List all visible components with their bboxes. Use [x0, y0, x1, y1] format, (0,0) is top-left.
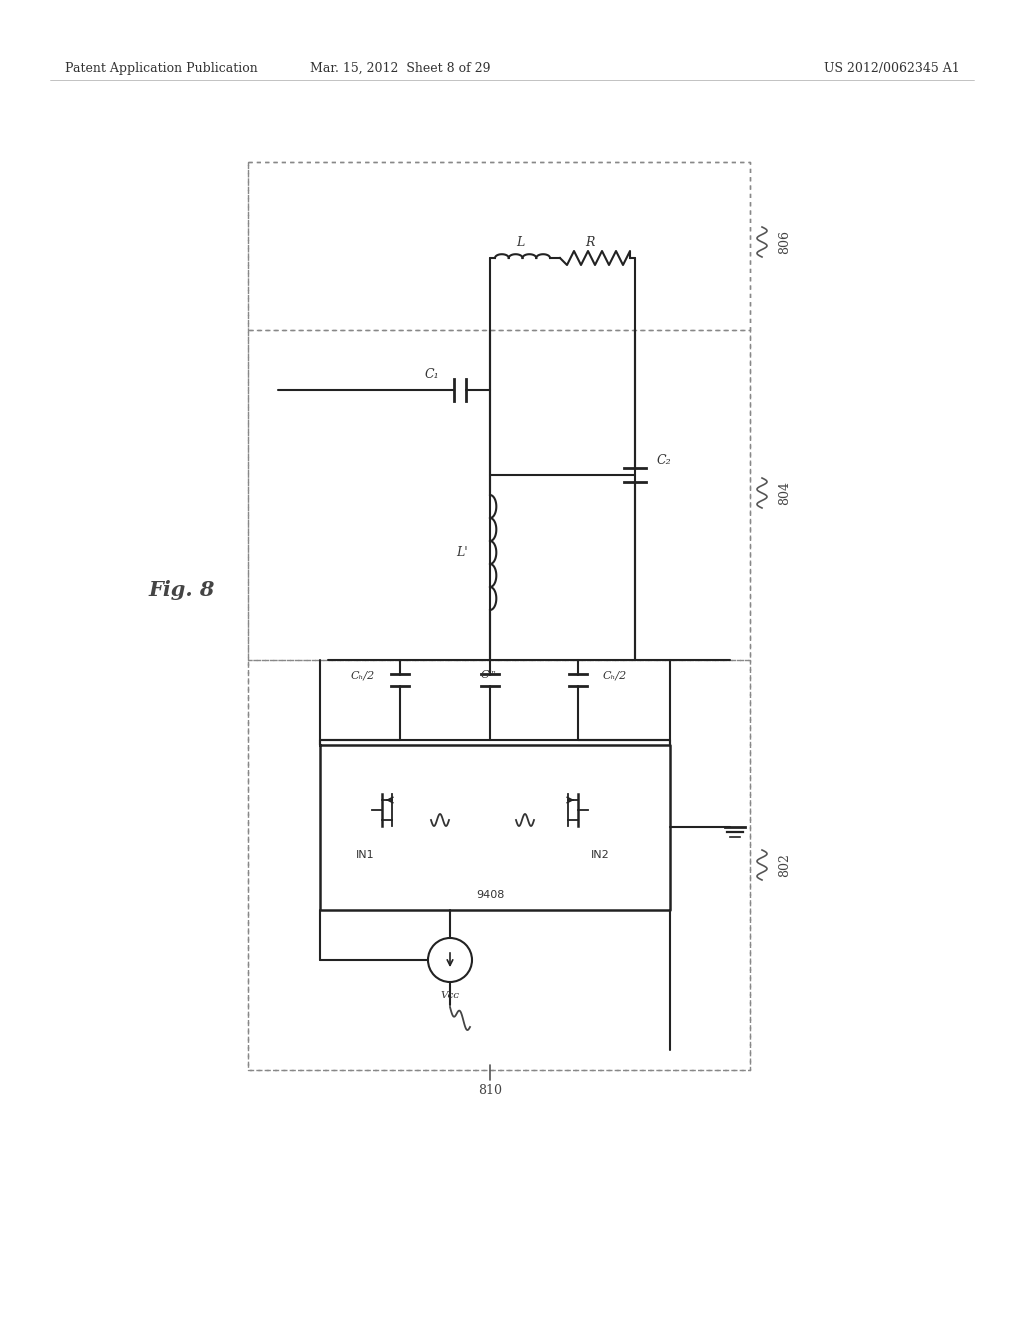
- Text: 802: 802: [778, 853, 791, 876]
- Text: R: R: [586, 235, 595, 248]
- Text: 810: 810: [478, 1084, 502, 1097]
- Text: Cₕ/2: Cₕ/2: [603, 671, 628, 680]
- Text: US 2012/0062345 A1: US 2012/0062345 A1: [824, 62, 961, 75]
- Text: Vᴄᴄ: Vᴄᴄ: [440, 991, 460, 1001]
- Text: Mar. 15, 2012  Sheet 8 of 29: Mar. 15, 2012 Sheet 8 of 29: [309, 62, 490, 75]
- Text: Patent Application Publication: Patent Application Publication: [65, 62, 258, 75]
- Text: L: L: [516, 235, 524, 248]
- Text: C₁: C₁: [425, 367, 439, 380]
- Text: 804: 804: [778, 480, 791, 506]
- Text: L': L': [457, 545, 468, 558]
- Text: Cᴵⁿ: Cᴵⁿ: [480, 671, 496, 680]
- Text: Cₕ/2: Cₕ/2: [351, 671, 375, 680]
- Text: 806: 806: [778, 230, 791, 253]
- Text: Fig. 8: Fig. 8: [148, 579, 214, 601]
- Text: IN1: IN1: [355, 850, 375, 861]
- Text: 9408: 9408: [476, 890, 504, 900]
- Text: IN2: IN2: [591, 850, 609, 861]
- Text: C₂: C₂: [657, 454, 672, 466]
